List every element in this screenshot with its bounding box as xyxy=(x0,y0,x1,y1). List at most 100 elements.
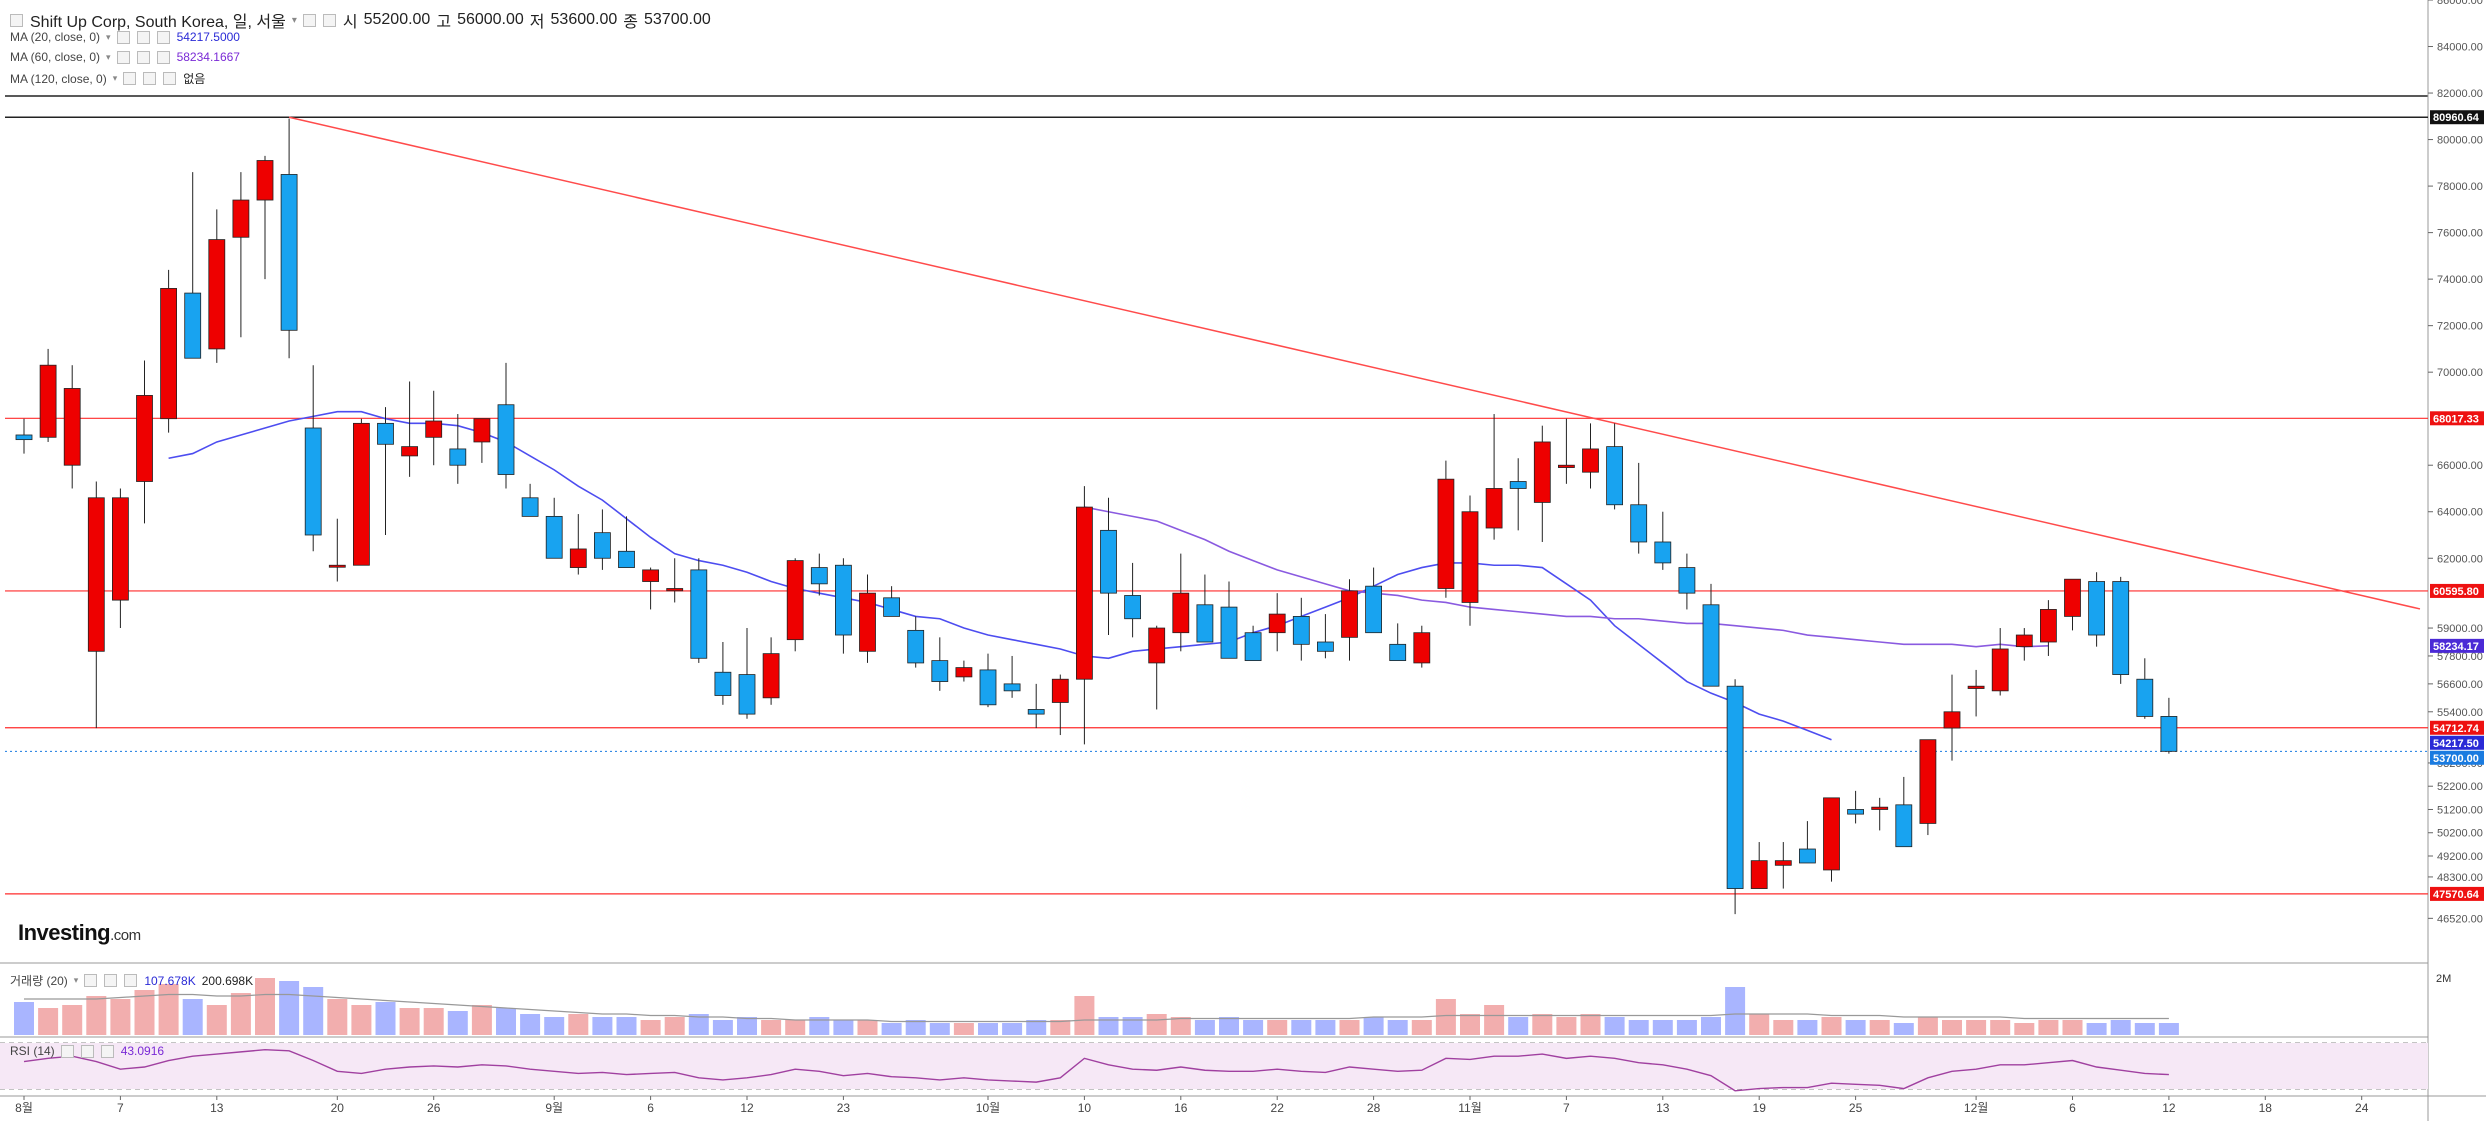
candle-body xyxy=(280,174,298,331)
volume-bar xyxy=(1484,1005,1505,1035)
rsi-legend: RSI (14) 43.0916 xyxy=(10,1044,164,1058)
candle xyxy=(1509,458,1527,531)
candle-body xyxy=(2064,578,2081,617)
candle-body xyxy=(1919,739,1937,824)
candle xyxy=(425,390,443,466)
close-icon[interactable] xyxy=(156,30,170,44)
close-icon[interactable] xyxy=(100,1044,114,1058)
candle xyxy=(1003,655,1021,698)
candle xyxy=(1895,776,1913,848)
candle-body xyxy=(1847,809,1864,815)
eye-icon[interactable] xyxy=(123,72,137,85)
candle-body xyxy=(1823,797,1840,871)
candle-body xyxy=(2136,678,2154,717)
price-label-text: 54217.50 xyxy=(2433,738,2479,750)
chevron-down-icon[interactable]: ▾ xyxy=(106,31,111,42)
price-label-text: 80960.64 xyxy=(2433,112,2480,124)
close-icon[interactable] xyxy=(156,50,170,64)
price-label-text: 54712.74 xyxy=(2433,723,2480,735)
candle xyxy=(1558,418,1575,484)
settings-icon[interactable] xyxy=(104,974,118,987)
settings-icon[interactable] xyxy=(136,30,150,44)
x-tick-label: 13 xyxy=(210,1101,224,1115)
candle-body xyxy=(1124,595,1141,620)
settings-icon[interactable] xyxy=(80,1044,94,1058)
candle xyxy=(618,516,635,568)
eye-icon[interactable] xyxy=(116,50,130,64)
candle xyxy=(642,567,659,610)
volume-bar xyxy=(182,999,203,1035)
rsi-value: 43.0916 xyxy=(120,1044,165,1058)
candle xyxy=(2136,658,2154,719)
candle-body xyxy=(401,446,419,457)
volume-bar xyxy=(1170,1017,1191,1035)
candle-body xyxy=(1003,683,1021,692)
candle-body xyxy=(232,199,250,238)
close-icon[interactable] xyxy=(124,974,138,987)
candle xyxy=(304,365,322,552)
candle xyxy=(449,414,467,484)
candle-body xyxy=(931,660,949,682)
candle xyxy=(1606,423,1623,510)
volume-ma-line xyxy=(24,993,2169,1023)
candle xyxy=(15,418,33,454)
volume-bar xyxy=(1194,1020,1215,1035)
chevron-down-icon[interactable]: ▾ xyxy=(106,51,111,62)
close-icon[interactable] xyxy=(163,72,177,85)
ma20-value: 54217.5000 xyxy=(176,30,240,44)
volume-bar xyxy=(761,1020,782,1035)
x-tick-label: 8월 xyxy=(15,1101,33,1115)
candle-body xyxy=(473,418,491,443)
trendline-group xyxy=(288,116,2421,610)
candle-body xyxy=(39,364,57,438)
candle xyxy=(184,172,202,359)
chevron-down-icon[interactable]: ▾ xyxy=(112,73,118,83)
candle xyxy=(955,660,973,682)
volume-bar xyxy=(953,1023,974,1035)
candle xyxy=(1582,423,1599,489)
eye-icon[interactable] xyxy=(60,1044,74,1058)
price-tick-label: 80000.00 xyxy=(2437,135,2483,147)
candle-body xyxy=(15,434,33,441)
volume-bar xyxy=(1869,1020,1890,1035)
logo-suffix: .com xyxy=(110,927,141,944)
eye-icon[interactable] xyxy=(116,30,130,44)
price-tick-label: 62000.00 xyxy=(2437,553,2483,565)
candle xyxy=(208,209,226,363)
volume-bar xyxy=(1219,1017,1239,1035)
volume-bar xyxy=(1122,1017,1143,1035)
price-tick-label: 49200.00 xyxy=(2437,851,2483,863)
chevron-down-icon[interactable]: ▾ xyxy=(291,14,297,26)
candle xyxy=(39,348,57,442)
volume-bar xyxy=(14,1002,34,1035)
x-tick-label: 22 xyxy=(1271,1101,1285,1115)
chevron-down-icon[interactable]: ▾ xyxy=(73,975,79,985)
volume-bar xyxy=(2134,1023,2155,1035)
candle xyxy=(521,483,539,517)
candle xyxy=(1172,553,1190,652)
price-label-bg xyxy=(2430,638,2484,653)
close-icon[interactable] xyxy=(322,13,336,27)
candle-body xyxy=(1726,685,1744,889)
volume-bar xyxy=(544,1017,565,1035)
candle-body xyxy=(642,569,659,582)
candle-body xyxy=(1509,481,1527,489)
candle-body xyxy=(2088,581,2106,636)
eye-icon[interactable] xyxy=(84,974,98,987)
price-tick-label: 48300.00 xyxy=(2437,872,2483,884)
candle xyxy=(87,481,105,729)
candle xyxy=(1847,790,1864,824)
candle-body xyxy=(136,395,153,482)
volume-bar xyxy=(110,999,131,1035)
high-value: 56000.00 xyxy=(457,11,524,28)
volume-bar xyxy=(1387,1020,1408,1035)
close-value: 53700.00 xyxy=(644,11,711,28)
collapse-icon[interactable] xyxy=(10,13,23,27)
settings-icon[interactable] xyxy=(136,50,150,64)
x-axis: 8월 7 13 20 26 9월 6 12 23 10월 10 16 22 28 11월 7 13 19 25 12월… xyxy=(15,1096,2369,1115)
settings-icon[interactable] xyxy=(143,72,157,85)
candle xyxy=(907,616,925,668)
settings-icon[interactable] xyxy=(302,13,316,27)
candle xyxy=(401,381,419,477)
